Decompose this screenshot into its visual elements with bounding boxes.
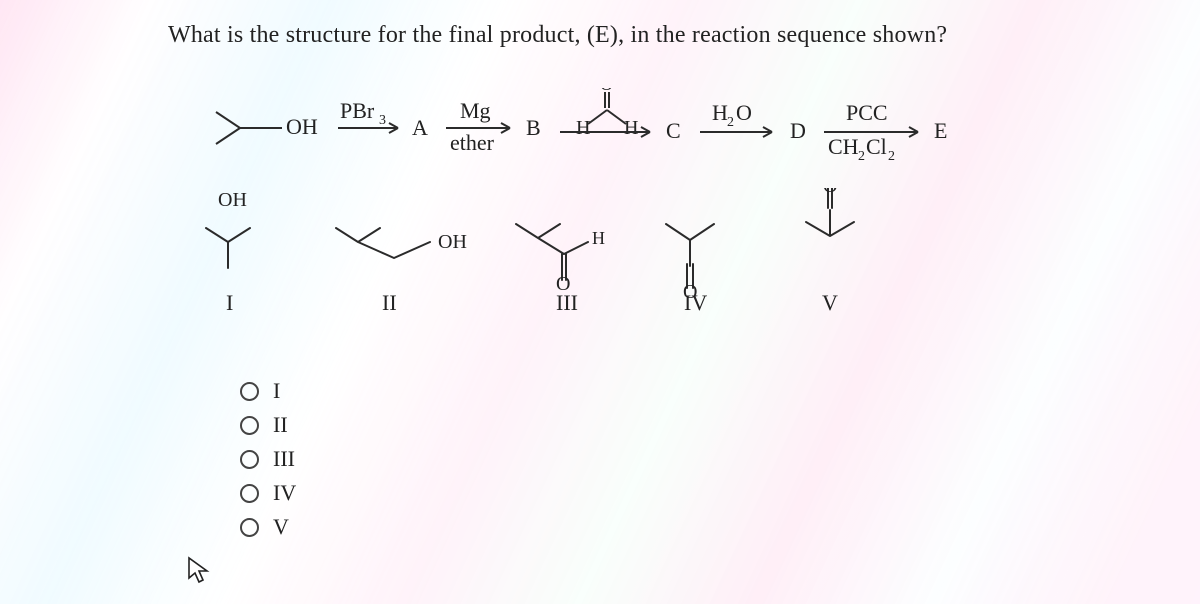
svg-text:O: O (600, 88, 613, 94)
opt-label-5: V (822, 290, 838, 315)
choice-label: II (273, 412, 288, 438)
svg-text:C: C (666, 118, 681, 143)
multiple-choice: I II III IV V (240, 370, 296, 548)
svg-text:H: H (576, 117, 590, 139)
choice-label: V (273, 514, 289, 540)
svg-text:3: 3 (379, 113, 386, 128)
choice-III[interactable]: III (240, 446, 296, 472)
svg-text:OH: OH (286, 114, 318, 139)
svg-text:2: 2 (888, 149, 895, 164)
svg-text:2: 2 (858, 149, 865, 164)
radio-icon[interactable] (240, 518, 259, 537)
choice-II[interactable]: II (240, 412, 296, 438)
svg-text:ether: ether (450, 130, 495, 155)
choice-label: I (273, 378, 280, 404)
opt-label-3: III (556, 290, 578, 315)
svg-text:H: H (624, 117, 638, 139)
choice-label: IV (273, 480, 296, 506)
reaction-scheme: OH PBr 3 A Mg ether B O H H (210, 88, 1080, 183)
opt-label-1: I (226, 290, 233, 315)
svg-text:A: A (412, 115, 428, 140)
svg-text:O: O (736, 100, 752, 125)
choice-IV[interactable]: IV (240, 480, 296, 506)
svg-text:PCC: PCC (846, 100, 888, 125)
svg-text:2: 2 (727, 115, 734, 130)
cursor-icon (186, 556, 210, 591)
svg-text:D: D (790, 118, 806, 143)
svg-text:E: E (934, 118, 947, 143)
radio-icon[interactable] (240, 450, 259, 469)
svg-text:PBr: PBr (340, 98, 375, 123)
opt-label-2: II (382, 290, 397, 315)
svg-text:H: H (712, 100, 728, 125)
opt-label-4: IV (684, 290, 707, 315)
question-text: What is the structure for the final prod… (168, 22, 947, 49)
svg-text:H: H (592, 228, 605, 248)
choice-V[interactable]: V (240, 514, 296, 540)
svg-text:B: B (526, 115, 541, 140)
radio-icon[interactable] (240, 484, 259, 503)
svg-text:OH: OH (438, 231, 467, 253)
svg-text:OH: OH (218, 189, 247, 211)
svg-text:Cl: Cl (866, 134, 887, 159)
svg-text:CH: CH (828, 134, 859, 159)
radio-icon[interactable] (240, 416, 259, 435)
svg-text:Mg: Mg (460, 98, 491, 123)
choice-I[interactable]: I (240, 378, 296, 404)
svg-text:O: O (823, 188, 837, 197)
answer-structures: OH OH O H O O I II III IV V (186, 188, 1016, 318)
radio-icon[interactable] (240, 382, 259, 401)
choice-label: III (273, 446, 295, 472)
